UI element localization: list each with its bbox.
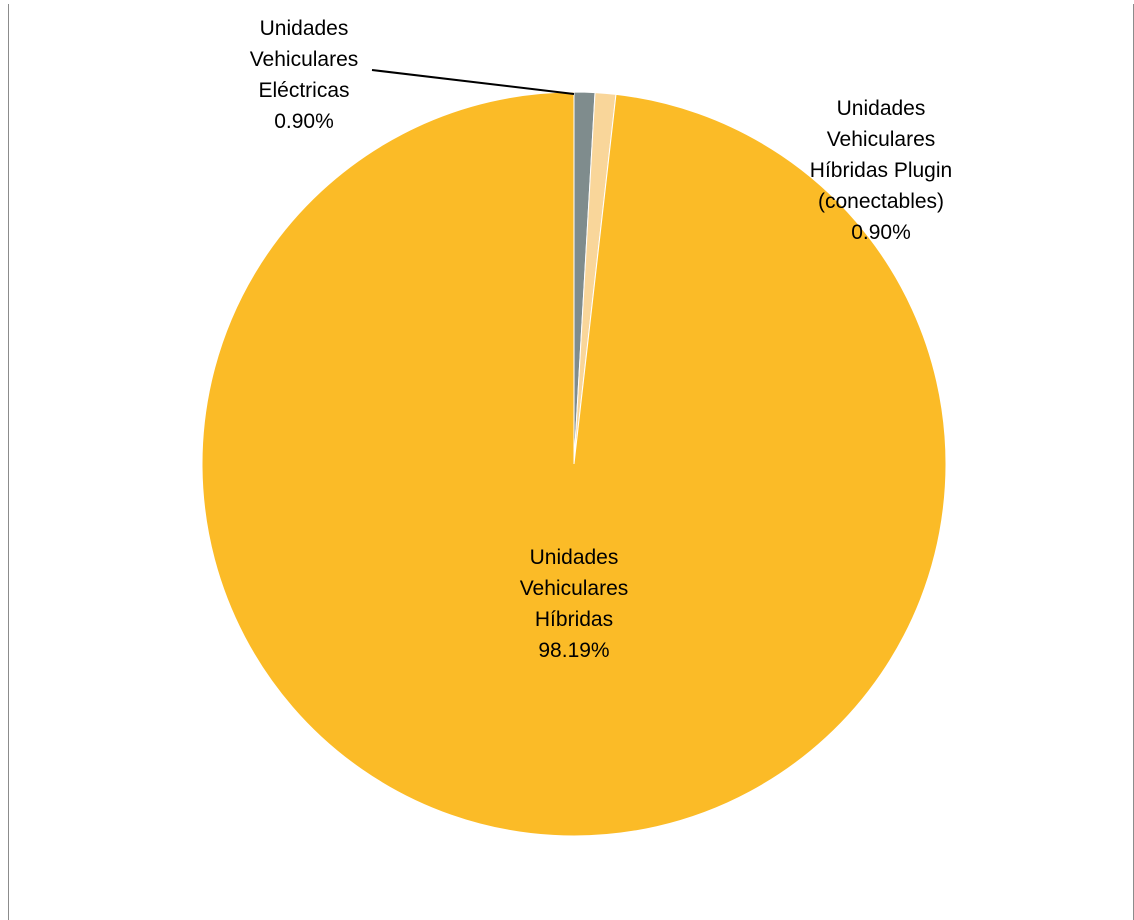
- slice-category-label: Vehiculares: [827, 128, 936, 151]
- slices-layer: [201, 91, 947, 837]
- slice-category-label: Unidades: [837, 97, 926, 120]
- data-labels: Unidades Vehiculares Eléctricas 0.90%Unidad…: [250, 17, 952, 662]
- slice-category-label: Híbridas Plugin: [810, 159, 952, 182]
- slice-category-label: Vehiculares: [520, 577, 629, 600]
- slice-data-label: Unidades Vehiculares Híbridas 98.19%: [520, 546, 629, 662]
- slice-value-label: 0.90%: [851, 221, 911, 244]
- slice-value-label: 98.19%: [538, 639, 609, 662]
- leader-line: [371, 69, 575, 95]
- slice-data-label: Unidades Vehiculares Híbridas Plugin (conec…: [810, 97, 952, 244]
- leader-lines: [371, 69, 575, 95]
- slice-category-label: (conectables): [818, 190, 944, 213]
- slice-category-label: Vehiculares: [250, 48, 359, 71]
- slice-category-label: Unidades: [530, 546, 619, 569]
- slice-data-label: Unidades Vehiculares Eléctricas 0.90%: [250, 17, 359, 133]
- slice-value-label: 0.90%: [274, 110, 334, 133]
- pie-slice: [201, 91, 947, 837]
- slice-category-label: Eléctricas: [258, 79, 349, 102]
- slice-category-label: Híbridas: [535, 608, 613, 631]
- slice-category-label: Unidades: [260, 17, 349, 40]
